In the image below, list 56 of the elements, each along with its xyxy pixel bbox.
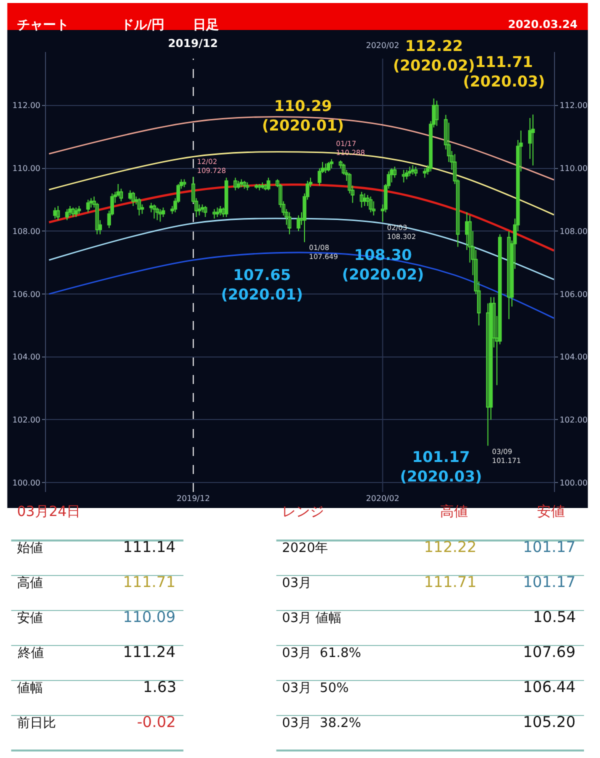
category-label: 値幅 [17, 681, 43, 696]
data-label: 111.71 [123, 573, 176, 591]
y-tick-label: 106.00 [12, 290, 40, 299]
category-label: 03月 [282, 576, 312, 591]
category-label: 前日比 [17, 716, 56, 731]
y-tick-label: 108.00 [12, 226, 40, 236]
y-tick-label: 100.00 [12, 478, 40, 488]
category-label: 03月 61.8% [282, 646, 362, 661]
line-series [48, 218, 554, 280]
y-tick-label: 110.00 [12, 164, 40, 174]
data-label: 101.17 [523, 573, 576, 591]
data-label: 107.69 [523, 643, 576, 661]
ref-line-label: 2019/12 [176, 494, 210, 503]
y-tick-label: 112.00 [12, 101, 40, 110]
line-series [48, 151, 554, 216]
annotation: 107.65 (2020.01) [221, 266, 304, 304]
chart-subtitle: ドル/円 [121, 18, 165, 33]
annotation: 110.29 (2020.01) [262, 97, 344, 134]
chart-title: チャート [17, 18, 69, 33]
data-label: 101.17 [523, 538, 576, 556]
y2-tick-label: 108.00 [560, 226, 588, 236]
category-label: 始値 [17, 541, 43, 556]
category-label: 終値 [17, 646, 44, 661]
text: 03月24日 [17, 504, 81, 520]
annotation: 101.17 (2020.03) [400, 448, 482, 486]
data-label: 105.20 [523, 713, 576, 731]
data-label: -0.02 [137, 713, 176, 731]
data-label: 110.09 [123, 608, 176, 626]
data-label: 112.22 [424, 538, 476, 556]
text: 日足 [193, 18, 219, 33]
y2-tick-label: 112.00 [560, 101, 588, 110]
data-label: 106.44 [523, 678, 576, 696]
y-tick-label: 104.00 [12, 352, 40, 362]
data-label: 111.24 [123, 643, 176, 661]
category-label: 2020年 [282, 541, 328, 556]
text: 安値 [537, 504, 565, 520]
y2-tick-label: 104.00 [560, 352, 588, 362]
y2-tick-label: 102.00 [560, 416, 588, 425]
y-tick-label: 102.00 [12, 416, 40, 425]
ref-line-label: 2020/02 [366, 494, 400, 503]
category-label: 03月 50% [282, 681, 349, 696]
category-label: 03月 38.2% [282, 716, 362, 731]
text: レンジ [282, 504, 324, 520]
y2-tick-label: 106.00 [560, 290, 588, 299]
line-series [48, 116, 554, 181]
category-label: 03月 値幅 [282, 611, 342, 626]
data-label: 111.71 [424, 573, 476, 591]
data-label: 111.14 [123, 538, 176, 556]
text: 2020.03.24 [508, 18, 578, 31]
category-label: 高値 [17, 575, 43, 591]
y2-tick-label: 100.00 [560, 478, 588, 488]
data-label: 1.63 [143, 678, 176, 696]
data-label: 10.54 [533, 608, 576, 626]
text: 高値 [440, 504, 468, 520]
y2-tick-label: 110.00 [560, 164, 588, 174]
category-label: 安値 [17, 610, 43, 626]
